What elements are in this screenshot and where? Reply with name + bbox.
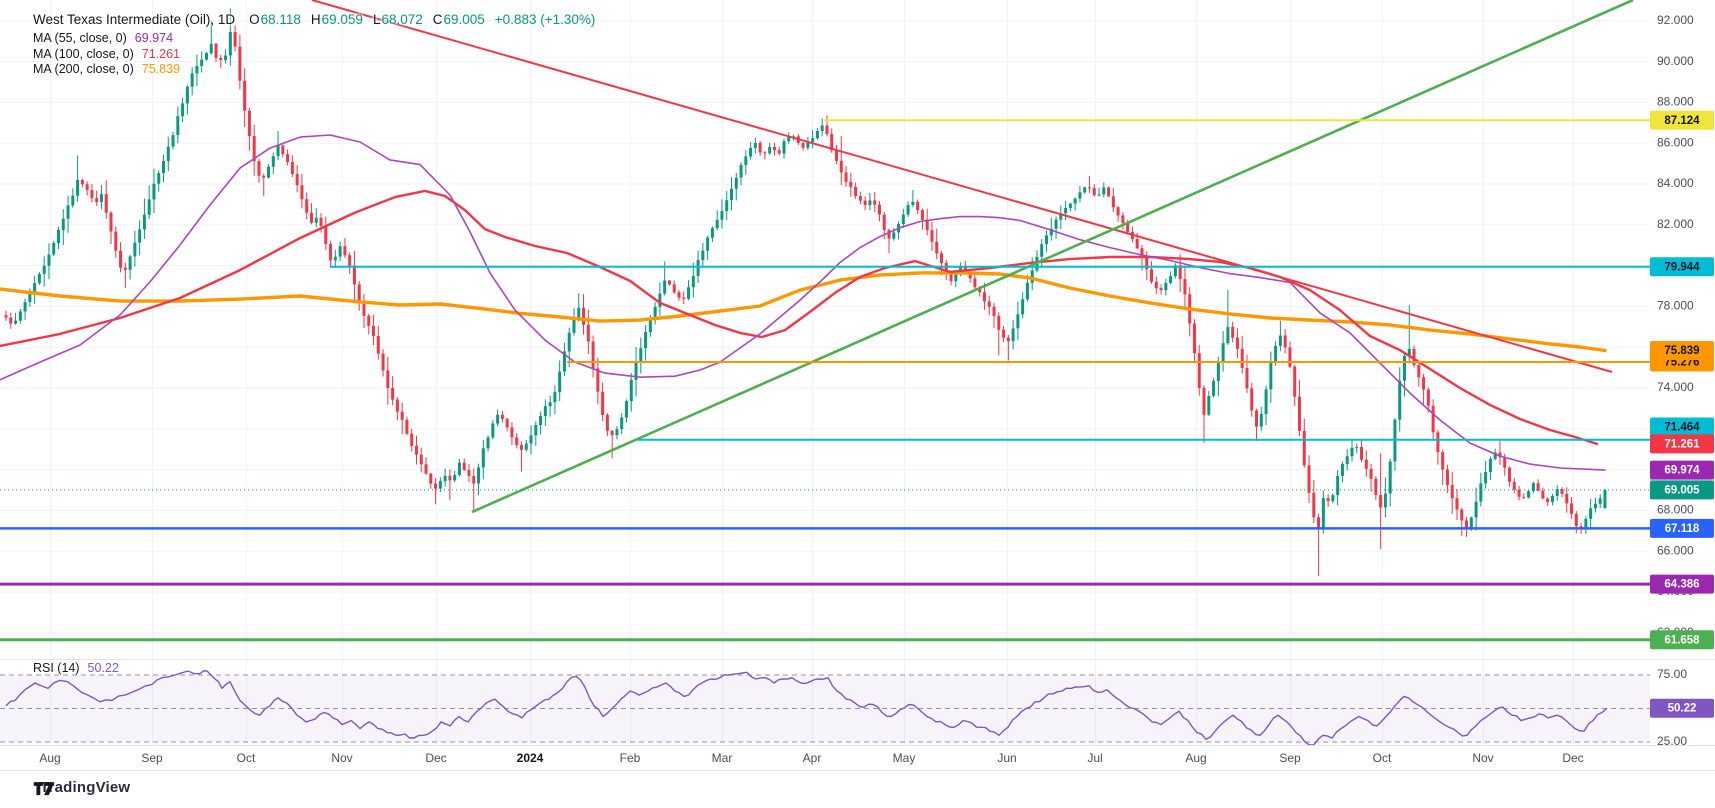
svg-text:82.000: 82.000 <box>1657 217 1694 231</box>
ohlc-high: H69.059 <box>310 12 363 27</box>
svg-text:Oct: Oct <box>237 751 256 765</box>
price-badge <box>1650 630 1714 650</box>
price-badge <box>1650 698 1714 718</box>
price-badge <box>1650 518 1714 538</box>
svg-text:61.658: 61.658 <box>1664 634 1700 646</box>
tradingview-footer: TradingView <box>33 779 130 796</box>
ma-200-value: 75.839 <box>141 62 180 76</box>
svg-text:66.000: 66.000 <box>1657 543 1694 557</box>
time-axis[interactable] <box>0 746 1715 770</box>
svg-text:Jun: Jun <box>997 751 1016 765</box>
tradingview-logo-icon[interactable] <box>33 779 56 799</box>
svg-text:25.00: 25.00 <box>1657 734 1687 748</box>
svg-text:87.124: 87.124 <box>1664 115 1700 127</box>
ohlc-close: C69.005 <box>432 12 485 27</box>
svg-text:78.000: 78.000 <box>1657 299 1694 313</box>
symbol-legend: West Texas Intermediate (Oil), 1D O68.11… <box>33 12 595 78</box>
svg-text:69.005: 69.005 <box>1664 484 1700 496</box>
ma200-line <box>0 271 1607 353</box>
svg-text:Sep: Sep <box>1279 751 1301 765</box>
svg-text:Aug: Aug <box>39 751 60 765</box>
candles-layer <box>4 8 1607 576</box>
price-badge <box>1650 110 1714 130</box>
svg-text:69.974: 69.974 <box>1664 465 1700 477</box>
ohlc-open: O68.118 <box>249 12 301 27</box>
price-change: +0.883 (+1.30%) <box>494 12 596 27</box>
svg-text:Dec: Dec <box>425 751 446 765</box>
svg-text:88.000: 88.000 <box>1657 95 1694 109</box>
svg-text:64.386: 64.386 <box>1664 579 1699 591</box>
svg-text:Nov: Nov <box>1472 751 1493 765</box>
svg-text:79.944: 79.944 <box>1664 261 1700 273</box>
price-badge <box>1650 257 1714 277</box>
svg-text:2024: 2024 <box>517 751 544 765</box>
trendline[interactable] <box>311 0 1613 373</box>
svg-text:Apr: Apr <box>803 751 822 765</box>
ma-100-legend[interactable]: MA (100, close, 0) 71.261 <box>33 46 180 61</box>
svg-text:Feb: Feb <box>620 751 641 765</box>
price-badge <box>1650 417 1714 437</box>
brand-name[interactable]: TradingView <box>40 779 131 796</box>
svg-text:74.000: 74.000 <box>1657 380 1694 394</box>
ma-100-value: 71.261 <box>141 46 180 61</box>
svg-text:68.000: 68.000 <box>1657 503 1694 517</box>
price-badge <box>1650 340 1714 360</box>
time-axis-labels: Aug Sep Oct Nov Dec 2024 Feb Mar Apr May Jun Jul Aug… <box>39 751 1583 765</box>
svg-text:Aug: Aug <box>1185 751 1206 765</box>
svg-text:86.000: 86.000 <box>1657 135 1694 149</box>
svg-text:Sep: Sep <box>141 751 163 765</box>
symbol-title[interactable]: West Texas Intermediate (Oil), 1D <box>33 12 236 27</box>
price-badge <box>1650 434 1714 454</box>
svg-text:50.22: 50.22 <box>1668 703 1697 715</box>
svg-text:Oct: Oct <box>1373 751 1392 765</box>
rsi-line <box>5 670 1608 746</box>
svg-text:Dec: Dec <box>1562 751 1583 765</box>
svg-text:71.464: 71.464 <box>1664 422 1700 434</box>
svg-text:75.00: 75.00 <box>1657 667 1687 681</box>
ohlc-low: L68.072 <box>372 12 423 27</box>
svg-text:Nov: Nov <box>331 751 352 765</box>
svg-text:67.118: 67.118 <box>1665 523 1700 535</box>
trendline[interactable] <box>471 0 1634 514</box>
ma-55-value: 69.974 <box>134 31 174 45</box>
price-badge <box>1650 480 1714 500</box>
svg-text:Jul: Jul <box>1087 751 1102 765</box>
rsi-band-lines <box>0 674 1650 743</box>
price-axis-badges[interactable]: 87.12479.94475.27671.46467.11864.38661.6… <box>1650 110 1714 718</box>
svg-text:Mar: Mar <box>712 751 733 765</box>
price-badge <box>1650 460 1714 480</box>
price-badge <box>1650 574 1714 594</box>
svg-text:92.000: 92.000 <box>1657 13 1694 27</box>
rsi-value: 50.22 <box>87 661 119 675</box>
svg-text:75.839: 75.839 <box>1664 345 1699 357</box>
symbol-title-row: West Texas Intermediate (Oil), 1D O68.11… <box>33 12 595 31</box>
svg-text:90.000: 90.000 <box>1657 54 1694 68</box>
svg-text:84.000: 84.000 <box>1657 176 1694 190</box>
svg-text:71.261: 71.261 <box>1664 438 1700 450</box>
ma-55-legend[interactable]: MA (55, close, 0) 69.974 <box>33 31 174 45</box>
svg-text:May: May <box>893 751 916 765</box>
ma-200-legend[interactable]: MA (200, close, 0) 75.839 <box>33 62 180 76</box>
ma100-line <box>0 189 1599 446</box>
ma55-line <box>0 134 1606 471</box>
grid-layer <box>0 0 1650 745</box>
rsi-legend[interactable]: RSI (14) 50.22 <box>33 661 119 675</box>
panel-separators <box>0 659 1715 771</box>
